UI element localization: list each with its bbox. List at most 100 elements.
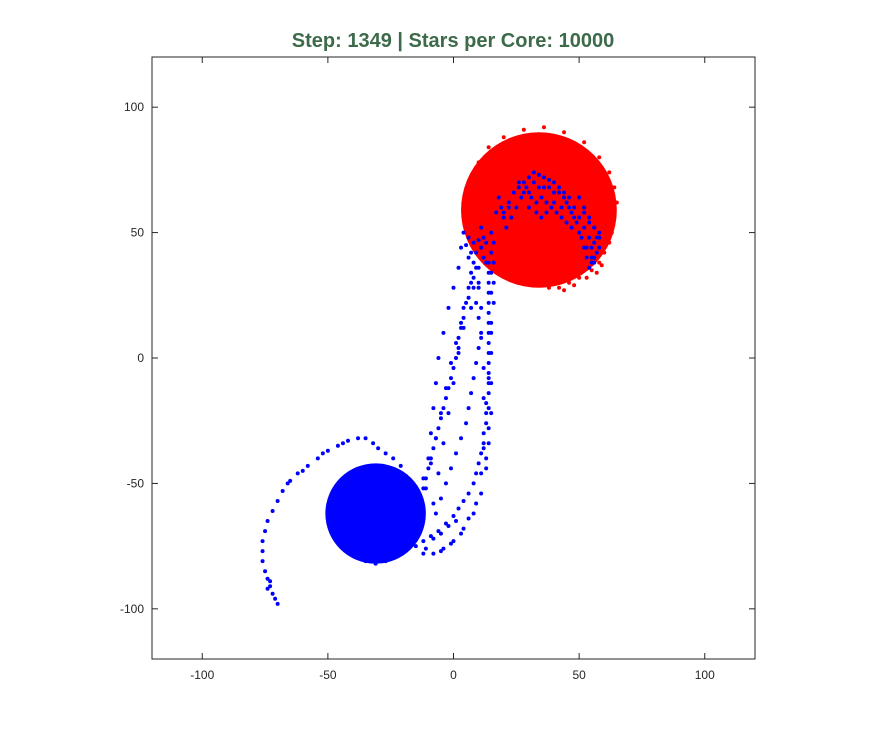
- x-tick-label: 50: [572, 668, 586, 682]
- series-1-point: [597, 245, 602, 250]
- series-1-point: [461, 315, 466, 320]
- ticks-layer: -100 -50 0 50 100 -100 -50 0 50 100: [120, 57, 755, 682]
- series-1-point: [491, 280, 496, 285]
- series-1-point: [562, 195, 567, 200]
- series-0-point: [577, 275, 582, 280]
- series-1-point: [486, 310, 491, 315]
- series-1-point: [446, 411, 451, 416]
- series-1-point: [501, 215, 506, 220]
- series-0-point: [541, 125, 546, 130]
- series-1: [260, 170, 602, 606]
- series-0-point: [602, 250, 607, 255]
- series-1-point: [446, 524, 451, 529]
- series-1-point: [486, 300, 491, 305]
- series-1-point: [459, 531, 464, 536]
- series-1-point: [531, 180, 536, 185]
- series-1-point: [546, 177, 551, 182]
- series-1-point: [421, 476, 426, 481]
- series-1-point: [413, 516, 418, 521]
- y-tick-label: 100: [124, 100, 144, 114]
- series-1-point: [451, 366, 456, 371]
- series-0-point: [471, 175, 476, 180]
- series-1-point: [474, 471, 479, 476]
- series-1-point: [479, 330, 484, 335]
- series-1-point: [469, 391, 474, 396]
- series-1-point: [544, 200, 549, 205]
- series-1-point: [373, 561, 378, 566]
- series-1-point: [489, 290, 494, 295]
- series-1-point: [541, 185, 546, 190]
- series-1-point: [438, 549, 443, 554]
- series-1-point: [416, 531, 421, 536]
- series-1-point: [587, 265, 592, 270]
- series-1-point: [481, 431, 486, 436]
- series-1-point: [484, 456, 489, 461]
- series-0-point: [584, 275, 589, 280]
- series-1-point: [448, 361, 453, 366]
- series-1-point: [541, 175, 546, 180]
- series-1-point: [433, 511, 438, 516]
- series-1-point: [270, 591, 275, 596]
- series-1-point: [592, 225, 597, 230]
- series-1-point: [273, 596, 278, 601]
- series-1-point: [529, 195, 534, 200]
- series-1-point: [466, 235, 471, 240]
- series-1-point: [406, 483, 411, 488]
- series-1-point: [433, 436, 438, 441]
- series-1-point: [544, 210, 549, 215]
- series-1-point: [343, 546, 348, 551]
- series-1-point: [383, 451, 388, 456]
- series-1-point: [411, 503, 416, 508]
- series-1-point: [408, 493, 413, 498]
- series-1-point: [476, 345, 481, 350]
- series-1-point: [443, 521, 448, 526]
- series-1-point: [393, 551, 398, 556]
- series-1-point: [484, 421, 489, 426]
- series-1-point: [554, 210, 559, 215]
- series-1-point: [431, 536, 436, 541]
- series-1-point: [476, 285, 481, 290]
- series-1-point: [454, 340, 459, 345]
- series-1-point: [464, 300, 469, 305]
- series-1-point: [471, 376, 476, 381]
- series-1-point: [481, 446, 486, 451]
- series-1-point: [474, 300, 479, 305]
- series-1-point: [501, 210, 506, 215]
- series-1-point: [521, 190, 526, 195]
- series-0-point: [562, 130, 567, 135]
- series-1-point: [579, 235, 584, 240]
- series-1-point: [436, 356, 441, 360]
- series-1-point: [587, 215, 592, 220]
- series-1-point: [345, 438, 350, 443]
- series-1-point: [454, 519, 459, 524]
- series-1-point: [270, 509, 275, 514]
- series-1-point: [589, 255, 594, 260]
- series-1-point: [479, 451, 484, 456]
- series-1-point: [474, 361, 479, 366]
- series-1-point: [557, 185, 562, 190]
- series-1-point: [461, 498, 466, 503]
- series-0-point: [474, 205, 479, 210]
- series-1-point: [506, 205, 511, 210]
- series-1-point: [300, 468, 305, 473]
- series-1-point: [438, 411, 443, 416]
- series-1-point: [428, 534, 433, 539]
- series-1-point: [582, 210, 587, 215]
- series-0-point: [552, 273, 556, 278]
- series-1-point: [486, 371, 491, 376]
- series-1-point: [459, 320, 464, 325]
- series-1-point: [564, 200, 569, 205]
- series-1-point: [471, 511, 476, 516]
- series-1-point: [476, 238, 481, 243]
- series-1-point: [506, 200, 511, 205]
- series-1-point: [421, 539, 426, 544]
- series-1-point: [549, 205, 554, 210]
- series-1-point: [438, 416, 443, 421]
- series-0-point: [476, 160, 481, 165]
- series-1-point: [572, 215, 577, 220]
- series-1-point: [263, 529, 268, 534]
- series-1-point: [474, 250, 479, 255]
- series-1-point: [265, 576, 270, 581]
- series-1-point: [481, 235, 486, 240]
